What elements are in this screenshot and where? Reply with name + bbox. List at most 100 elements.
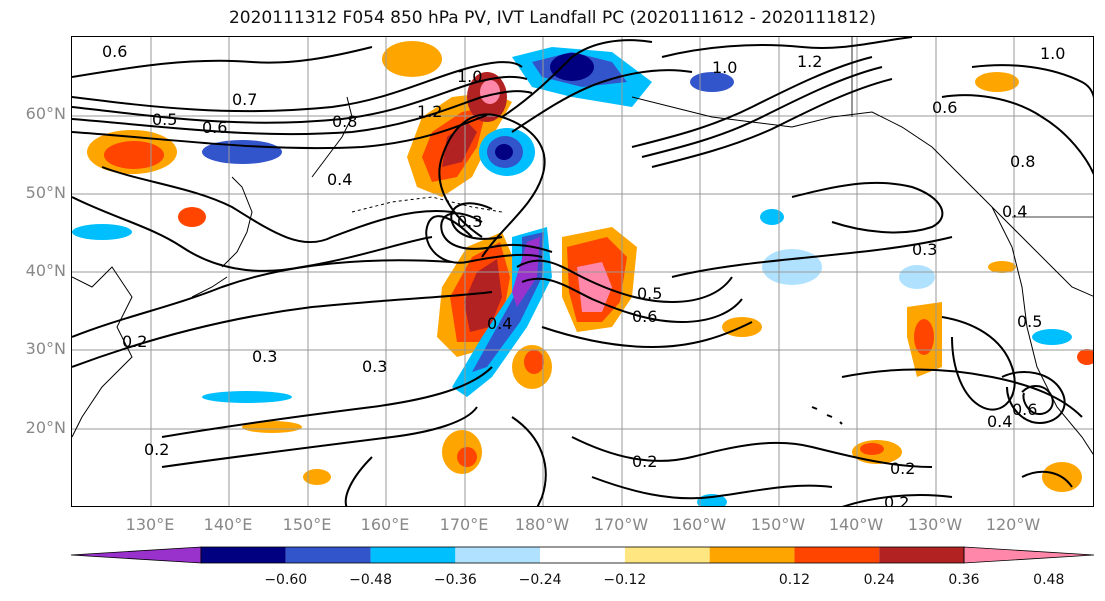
contour-line <box>841 494 953 506</box>
lon-label: 120°W <box>985 515 1041 534</box>
contour-line <box>72 75 528 124</box>
positive-anomaly <box>457 447 477 467</box>
positive-anomaly <box>442 122 477 167</box>
contour-label: 0.2 <box>890 459 915 478</box>
contour-line <box>511 416 547 506</box>
colorbar-extend-high <box>963 546 1095 564</box>
contour-line <box>501 39 653 118</box>
lon-label: 180°W <box>514 515 570 534</box>
contour-line <box>72 61 523 113</box>
negative-anomaly <box>550 53 594 81</box>
contour-line <box>541 321 753 349</box>
contour-line <box>161 366 493 438</box>
positive-anomaly <box>860 443 884 455</box>
contour-label: 0.4 <box>987 412 1012 431</box>
contour-label: 0.2 <box>884 493 909 507</box>
negative-anomaly <box>760 209 784 225</box>
positive-anomaly <box>382 41 442 77</box>
contour-line <box>591 476 833 500</box>
contour-line <box>72 259 453 338</box>
lat-label: 20°N <box>25 418 66 437</box>
positive-anomaly <box>975 72 1019 92</box>
contour-line <box>72 90 533 136</box>
negative-anomaly <box>495 144 513 160</box>
lat-label: 40°N <box>25 261 66 280</box>
contour-label: 0.6 <box>102 42 127 61</box>
contour-label: 0.4 <box>327 170 352 189</box>
negative-anomaly <box>1032 329 1072 345</box>
colorbar-tick-label: −0.24 <box>518 572 562 588</box>
colorbar-tick-label: −0.60 <box>264 572 308 588</box>
ivt-contours <box>72 37 1093 506</box>
contour-label: 0.2 <box>122 332 147 351</box>
positive-anomaly <box>577 262 612 312</box>
contour-line <box>72 291 493 368</box>
contour-line <box>1021 470 1073 488</box>
contour-line <box>161 406 478 468</box>
colorbar-segment <box>709 547 795 563</box>
positive-anomaly <box>464 259 502 332</box>
colorbar-extend-low <box>70 546 202 564</box>
contour-label: 0.5 <box>637 284 662 303</box>
positive-anomaly <box>914 319 934 355</box>
hawaii-islands <box>811 406 843 425</box>
colorbar-tick-label: −0.12 <box>603 572 647 588</box>
lat-label: 50°N <box>25 183 66 202</box>
chart-title: 2020111312 F054 850 hPa PV, IVT Landfall… <box>228 8 876 28</box>
lon-label: 150°E <box>282 515 332 534</box>
contour-label: 0.2 <box>632 452 657 471</box>
colorbar-segment <box>370 547 456 563</box>
negative-anomaly <box>202 391 292 403</box>
colorbar-segment <box>794 547 880 563</box>
contour-line <box>72 114 488 150</box>
contour-line <box>511 69 693 133</box>
colorbar-tick-label: 0.36 <box>948 572 980 588</box>
contour-labels: 0.6 0.7 0.5 0.6 0.8 1.0 1.2 0.4 0.3 0.2 … <box>102 42 1065 507</box>
positive-anomaly <box>988 261 1016 273</box>
colorbar-segment <box>624 547 710 563</box>
lat-label: 60°N <box>25 104 66 123</box>
contour-label: 0.3 <box>252 347 277 366</box>
map-plot: 0.6 0.7 0.5 0.6 0.8 1.0 1.2 0.4 0.3 0.2 … <box>72 37 1093 507</box>
contour-label: 0.7 <box>232 90 257 109</box>
contour-line <box>440 212 553 253</box>
contour-label: 0.6 <box>932 98 957 117</box>
lat-label: 30°N <box>25 339 66 358</box>
colorbar-outline <box>200 546 965 564</box>
japan-coastline <box>191 176 253 298</box>
lon-label: 160°W <box>671 515 727 534</box>
contour-label: 1.2 <box>417 102 442 121</box>
contour-label: 0.6 <box>1012 400 1037 419</box>
lon-label: 130°W <box>907 515 963 534</box>
contour-line <box>72 46 373 78</box>
contour-line <box>521 277 743 324</box>
contour-label: 1.0 <box>457 67 482 86</box>
contour-line <box>344 456 373 506</box>
contour-label: 0.2 <box>144 440 169 459</box>
contour-line <box>971 64 1093 99</box>
contour-label: 1.0 <box>712 58 737 77</box>
lon-label: 170°E <box>439 515 489 534</box>
lon-label: 170°W <box>593 515 649 534</box>
contour-label: 0.5 <box>1017 312 1042 331</box>
colorbar-tick-label: −0.36 <box>433 572 477 588</box>
contour-line <box>651 78 893 168</box>
contour-line <box>72 196 433 272</box>
contour-line <box>1021 385 1054 415</box>
graticule <box>72 37 1093 506</box>
colorbar-segment <box>879 547 964 563</box>
colorbar-segments <box>70 546 1095 564</box>
lon-label: 130°E <box>125 515 175 534</box>
positive-anomaly <box>480 80 500 104</box>
contour-line <box>941 316 1016 411</box>
contour-label: 0.4 <box>1002 202 1027 221</box>
contour-line <box>631 56 873 148</box>
contour-line <box>641 66 883 158</box>
positive-anomaly <box>1077 349 1093 365</box>
contour-label: 0.6 <box>202 118 227 137</box>
negative-anomaly <box>690 72 734 92</box>
na-west-coastline <box>991 206 1093 455</box>
kamchatka-coastline <box>311 96 353 178</box>
colorbar-segment <box>540 547 625 563</box>
